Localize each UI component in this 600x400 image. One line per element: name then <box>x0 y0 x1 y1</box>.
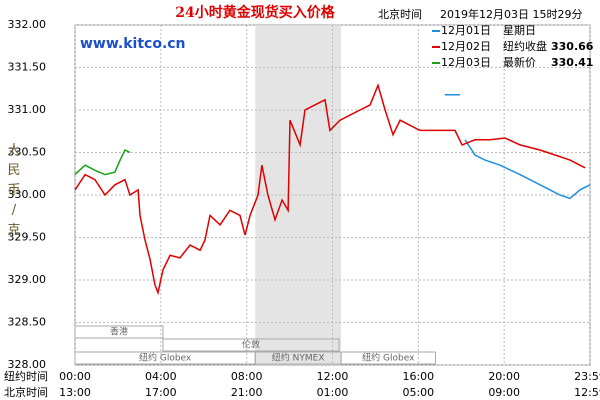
legend-value: 330.41 <box>551 56 593 69</box>
watermark: www.kitco.cn <box>80 36 186 52</box>
legend-note: 最新价 <box>503 55 536 69</box>
x-tick-label: 23:59 <box>574 370 600 383</box>
x-tick-label: 20:00 <box>488 370 520 383</box>
y-tick-label: 331.50 <box>8 61 47 74</box>
series-line <box>74 82 586 296</box>
y-tick-label: 329.00 <box>8 273 47 286</box>
y-tick-label: 328.50 <box>8 316 47 329</box>
y-tick-label: 328.00 <box>8 358 47 371</box>
x-tick-label-beijing: 12:59 <box>574 386 600 399</box>
legend-name: 12月02日 <box>441 40 491 53</box>
x-tick-label-beijing: 17:00 <box>145 386 177 399</box>
x-tick-label-beijing: 13:00 <box>59 386 91 399</box>
legend-value: 330.66 <box>551 40 594 53</box>
x-tick-label: 12:00 <box>317 370 349 383</box>
x-row-label: 纽约时间 <box>4 369 48 383</box>
x-tick-label-beijing: 21:00 <box>231 386 263 399</box>
x-tick-label-beijing: 05:00 <box>402 386 434 399</box>
header-time: 2019年12月03日 15时29分 <box>440 7 582 21</box>
legend-name: 12月01日 <box>441 24 491 37</box>
session-label: 纽约 NYMEX <box>272 352 325 364</box>
session-bar <box>162 338 340 352</box>
session-label: 香港 <box>110 326 128 338</box>
y-tick-label: 331.00 <box>8 103 47 116</box>
chart-title: 24小时黄金现货买入价格 <box>175 4 335 21</box>
series-line <box>444 93 591 200</box>
x-tick-label: 08:00 <box>231 370 263 383</box>
x-row-label: 北京时间 <box>4 385 48 399</box>
y-tick-label: 330.50 <box>8 146 47 159</box>
x-tick-label: 00:00 <box>59 370 91 383</box>
legend-note: 星期日 <box>503 24 536 37</box>
y-axis-label: 人民币/克 <box>7 143 20 238</box>
y-tick-label: 329.50 <box>8 231 47 244</box>
session-label: 伦敦 <box>242 339 260 351</box>
header-time-label: 北京时间 <box>378 7 422 21</box>
y-tick-label: 330.00 <box>8 188 47 201</box>
session-bar <box>74 325 164 339</box>
y-tick-label: 332.00 <box>8 18 47 31</box>
legend-note: 纽约收盘 <box>503 39 547 53</box>
x-tick-label-beijing: 01:00 <box>317 386 349 399</box>
shaded-region <box>255 25 342 365</box>
x-tick-label-beijing: 09:00 <box>488 386 520 399</box>
x-tick-label: 04:00 <box>145 370 177 383</box>
x-tick-label: 16:00 <box>402 370 434 383</box>
legend-name: 12月03日 <box>441 56 491 69</box>
session-label: 纽约 Globex <box>362 352 415 364</box>
series-line <box>74 148 131 176</box>
session-label: 纽约 Globex <box>139 352 192 364</box>
session-bar <box>340 351 437 365</box>
